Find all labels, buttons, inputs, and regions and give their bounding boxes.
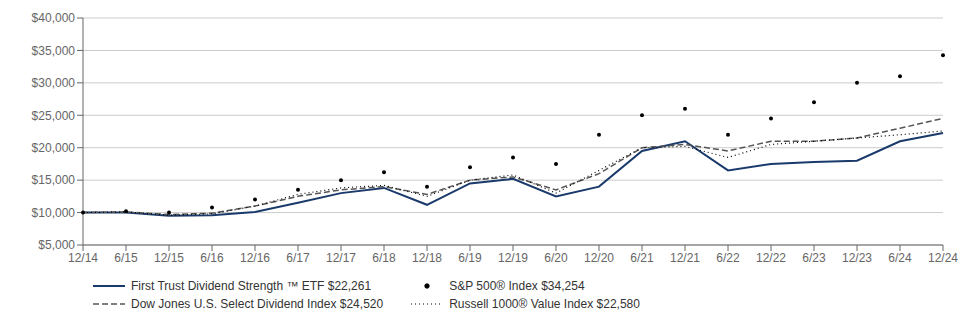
svg-text:6/17: 6/17	[286, 251, 310, 265]
svg-text:$5,000: $5,000	[38, 238, 75, 252]
svg-text:$15,000: $15,000	[32, 173, 76, 187]
svg-text:6/16: 6/16	[200, 251, 224, 265]
svg-text:6/22: 6/22	[716, 251, 740, 265]
html-text:First Trust Dividend Strength: First Trust Dividend Strength ™ ETF $22,…	[131, 279, 372, 293]
svg-text:12/18: 12/18	[412, 251, 442, 265]
svg-text:12/19: 12/19	[498, 251, 528, 265]
svg-text:6/23: 6/23	[802, 251, 826, 265]
svg-text:$25,000: $25,000	[32, 109, 76, 123]
svg-text:6/19: 6/19	[458, 251, 482, 265]
svg-text:6/21: 6/21	[630, 251, 654, 265]
svg-text:$35,000: $35,000	[32, 44, 76, 58]
svg-text:12/20: 12/20	[584, 251, 614, 265]
svg-text:12/15: 12/15	[154, 251, 184, 265]
svg-text:12/23: 12/23	[842, 251, 872, 265]
svg-text:6/15: 6/15	[114, 251, 138, 265]
svg-text:$40,000: $40,000	[32, 11, 76, 25]
svg-text:6/24: 6/24	[888, 251, 912, 265]
svg-text:12/21: 12/21	[670, 251, 700, 265]
svg-text:$10,000: $10,000	[32, 206, 76, 220]
svg-text:6/18: 6/18	[372, 251, 396, 265]
svg-text:12/14: 12/14	[68, 251, 98, 265]
svg-text:$20,000: $20,000	[32, 141, 76, 155]
svg-text:$30,000: $30,000	[32, 76, 76, 90]
html-text:Dow Jones U.S. Select Dividend: Dow Jones U.S. Select Dividend Index $24…	[131, 297, 384, 311]
svg-text:6/20: 6/20	[544, 251, 568, 265]
svg-text:12/22: 12/22	[756, 251, 786, 265]
svg-text:12/24: 12/24	[928, 251, 958, 265]
html-text:S&P 500® Index $34,254: S&P 500® Index $34,254	[449, 279, 585, 293]
svg-text:12/16: 12/16	[240, 251, 270, 265]
html-text:Russell 1000® Value Index $22,: Russell 1000® Value Index $22,580	[449, 297, 640, 311]
svg-text:12/17: 12/17	[326, 251, 356, 265]
